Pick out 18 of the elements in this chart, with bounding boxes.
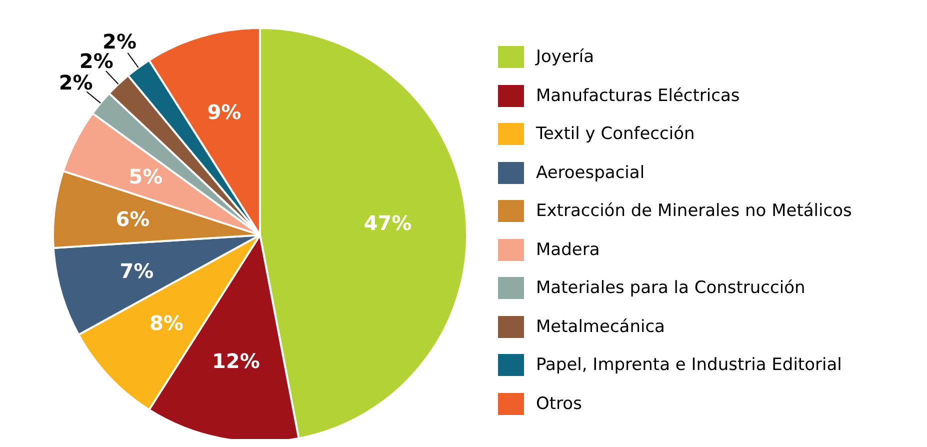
data-label: 7%: [120, 258, 154, 283]
data-label: 2%: [58, 70, 93, 95]
data-label: 8%: [149, 310, 184, 335]
legend-label: Madera: [536, 240, 600, 260]
legend-label: Manufacturas Eléctricas: [536, 86, 740, 106]
legend-label: Otros: [536, 394, 582, 414]
legend-label: Joyería: [536, 47, 594, 68]
data-label: 47%: [364, 210, 412, 235]
legend-label: Extracción de Minerales no Metálicos: [536, 201, 852, 222]
legend-label: Textil y Confección: [536, 124, 695, 144]
legend-label: Materiales para la Construcción: [536, 278, 806, 298]
data-label: 9%: [207, 100, 242, 124]
data-label: 5%: [128, 164, 163, 189]
data-label: 12%: [212, 349, 260, 374]
data-label: 6%: [116, 206, 150, 231]
legend-label: Aeroespacial: [536, 162, 645, 183]
legend-label: Papel, Imprenta e Industria Editorial: [536, 355, 842, 376]
legend-label: Metalmecánica: [536, 316, 665, 337]
